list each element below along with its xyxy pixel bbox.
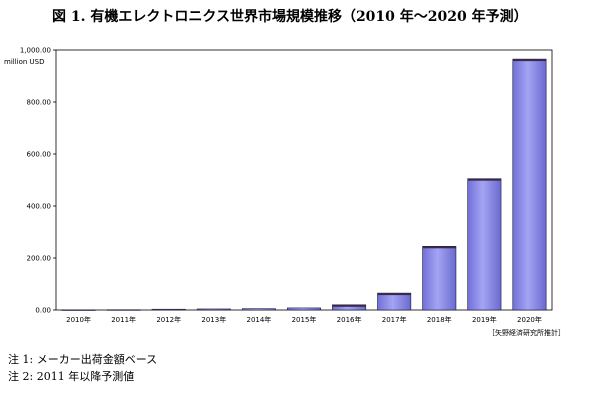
bar-top-edge: [377, 293, 411, 296]
y-tick-label: 400.00: [27, 203, 52, 211]
bar-2020年: [512, 58, 547, 311]
y-tick-label: 1,000.00: [20, 47, 51, 55]
bar-2010年: [61, 309, 96, 311]
bars: [61, 58, 547, 311]
bar-top-edge: [422, 246, 456, 249]
x-tick-label: 2017年: [382, 315, 407, 324]
x-tick-label: 2016年: [337, 315, 362, 324]
x-tick-label: 2018年: [427, 315, 452, 324]
y-axis-unit-label: million USD: [4, 58, 45, 66]
bar-2019年: [467, 178, 502, 311]
source-label: ［矢野経済研究所推計］: [488, 329, 565, 337]
bar-top-edge: [332, 304, 366, 307]
x-tick-label: 2014年: [246, 315, 271, 324]
x-tick-label: 2020年: [517, 315, 542, 324]
x-tick-label: 2013年: [201, 315, 226, 324]
bar-2018年: [422, 246, 457, 311]
y-tick-label: 0.00: [35, 307, 51, 315]
y-tick-label: 600.00: [27, 151, 52, 159]
y-tick-label: 200.00: [27, 255, 52, 263]
bar-2011年: [106, 309, 141, 311]
x-tick-label: 2011年: [111, 315, 136, 324]
x-tick-label: 2010年: [66, 315, 91, 324]
bar-2015年: [287, 307, 321, 311]
x-tick-label: 2012年: [156, 315, 181, 324]
x-axis: 2010年 2011年 2012年 2013年 2014年 2015年 2016年 2017年…: [66, 315, 542, 324]
note-1: 注 1: メーカー出荷金額ベース: [8, 353, 158, 366]
x-tick-label: 2015年: [292, 315, 317, 324]
note-2: 注 2: 2011 年以降予測値: [8, 370, 135, 383]
chart-title: 図 1. 有機エレクトロニクス世界市場規模推移（2010 年～2020 年予測）: [52, 9, 528, 25]
bar-2014年: [241, 308, 276, 311]
bar-top-edge: [512, 59, 547, 62]
x-tick-label: 2019年: [472, 315, 497, 324]
bar-2017年: [377, 292, 412, 311]
y-axis: 0.00 200.00 400.00 600.00 800.00 1,000.00: [20, 47, 56, 315]
bar-2012年: [151, 308, 186, 311]
bar-top-edge: [467, 178, 502, 181]
bar-2013年: [196, 308, 231, 311]
y-tick-label: 800.00: [27, 99, 52, 107]
